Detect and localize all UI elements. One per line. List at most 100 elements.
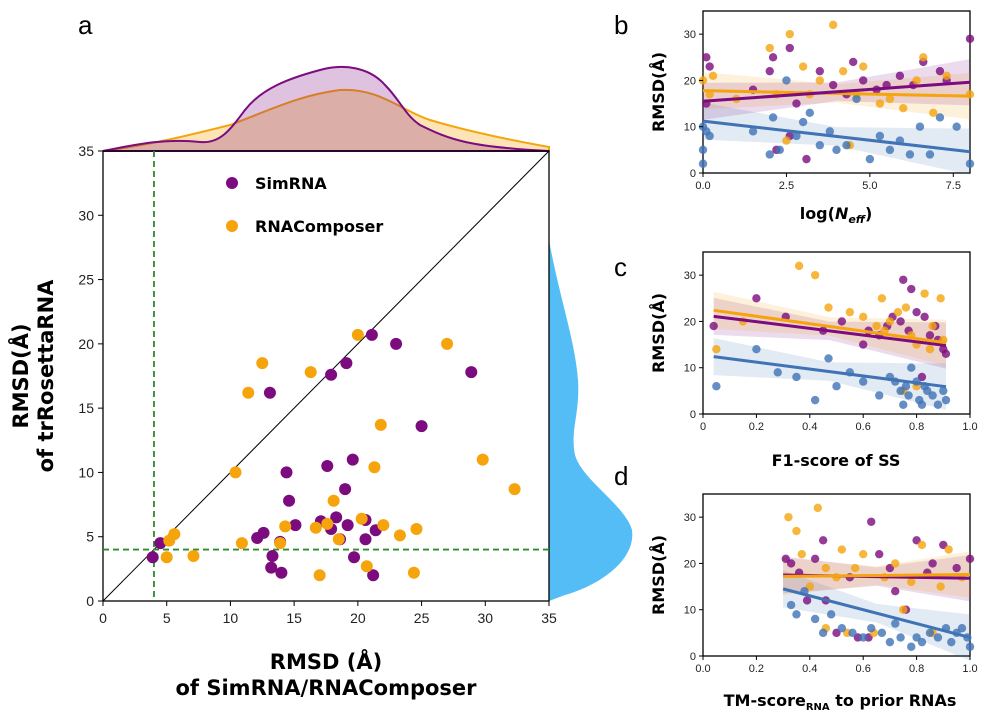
legend-simrna-label: SimRNA — [255, 174, 327, 193]
point-rnacomposer — [891, 559, 900, 568]
point-rnacomposer — [828, 20, 838, 30]
point-simrna — [346, 453, 359, 466]
point-trrosettarna — [935, 113, 945, 122]
point-simrna — [339, 483, 352, 496]
fit-line-simrna — [713, 314, 947, 347]
point-rnacomposer — [936, 294, 945, 303]
x-tick-label: 0 — [99, 610, 107, 626]
right-marginal-density — [549, 240, 633, 601]
point-simrna — [928, 559, 937, 568]
x-tick-label: 30 — [477, 610, 493, 626]
d-xlabel: TM-scoreRNA to prior RNAs — [724, 691, 957, 713]
point-rnacomposer — [242, 386, 255, 399]
x-tick-label: 20 — [350, 610, 366, 626]
point-simrna — [802, 596, 812, 605]
a-ylabel-line2: of trRosettaRNA — [34, 279, 58, 473]
point-rnacomposer — [782, 136, 791, 145]
point-trrosettarna — [952, 122, 961, 131]
point-simrna — [896, 317, 905, 326]
point-simrna — [859, 340, 868, 349]
x-tick-label: 0.6 — [856, 421, 871, 433]
point-rnacomposer — [256, 357, 269, 370]
point-trrosettarna — [933, 400, 943, 409]
point-simrna — [920, 312, 929, 321]
point-trrosettarna — [832, 382, 841, 391]
point-simrna — [935, 66, 945, 76]
c-ylabel: RMSD(Å) — [649, 293, 668, 373]
point-trrosettarna — [901, 382, 911, 391]
b-xlabel: log(Neff) — [800, 204, 873, 226]
point-trrosettarna — [798, 117, 808, 127]
point-trrosettarna — [957, 624, 967, 633]
point-trrosettarna — [810, 395, 820, 405]
point-trrosettarna — [773, 368, 782, 377]
point-trrosettarna — [815, 141, 825, 150]
point-simrna — [792, 99, 801, 108]
point-rnacomposer — [279, 520, 292, 533]
y-tick-label: 10 — [684, 363, 696, 375]
legend-a: SimRNA RNAComposer — [226, 174, 383, 236]
point-rnacomposer — [332, 533, 345, 546]
y-tick-label: 20 — [684, 316, 696, 328]
point-trrosettarna — [925, 628, 935, 638]
point-rnacomposer — [919, 53, 928, 62]
point-rnacomposer — [859, 549, 868, 559]
x-tick-label: 5.0 — [862, 180, 877, 192]
point-simrna — [912, 307, 921, 317]
y-tick-label: 10 — [684, 605, 696, 617]
point-rnacomposer — [877, 294, 887, 303]
point-trrosettarna — [941, 395, 951, 405]
point-rnacomposer — [351, 328, 364, 341]
legend-simrna-marker — [226, 177, 238, 189]
ci-band-simrna — [783, 555, 970, 602]
x-tick-label: 0.4 — [802, 663, 817, 675]
point-trrosettarna — [912, 633, 921, 642]
point-simrna — [340, 357, 353, 370]
point-trrosettarna — [905, 150, 915, 159]
point-trrosettarna — [775, 145, 784, 155]
point-rnacomposer — [327, 494, 340, 507]
point-rnacomposer — [393, 529, 406, 542]
x-tick-label: 0 — [700, 421, 706, 433]
ci-band-trrosettarna — [783, 570, 970, 661]
point-trrosettarna — [818, 628, 828, 638]
x-tick-label: 1.0 — [962, 663, 977, 675]
x-tick-label: 0.2 — [749, 663, 764, 675]
point-rnacomposer — [476, 453, 489, 466]
point-rnacomposer — [313, 569, 326, 582]
point-trrosettarna — [832, 145, 841, 155]
point-rnacomposer — [859, 62, 868, 71]
point-trrosettarna — [899, 400, 908, 409]
point-rnacomposer — [160, 551, 173, 564]
point-trrosettarna — [837, 624, 847, 633]
point-simrna — [330, 511, 343, 524]
point-rnacomposer — [712, 345, 721, 354]
x-tick-label: 0.4 — [802, 421, 817, 433]
point-trrosettarna — [698, 159, 708, 168]
point-trrosettarna — [875, 391, 884, 400]
point-rnacomposer — [187, 550, 200, 562]
point-simrna — [465, 366, 478, 379]
point-rnacomposer — [929, 108, 938, 118]
point-rnacomposer — [824, 303, 833, 312]
y-tick-label: 20 — [78, 336, 94, 352]
point-rnacomposer — [845, 307, 855, 317]
point-rnacomposer — [798, 62, 808, 71]
y-tick-label: 10 — [78, 464, 94, 480]
point-simrna — [321, 460, 334, 472]
point-simrna — [837, 317, 847, 326]
y-tick-label: 20 — [684, 558, 696, 570]
point-trrosettarna — [712, 382, 721, 391]
point-simrna — [367, 569, 380, 582]
point-rnacomposer — [925, 345, 935, 354]
point-trrosettarna — [825, 127, 835, 136]
point-rnacomposer — [899, 605, 908, 614]
c-xlabel: F1-score of SS — [772, 451, 901, 470]
point-rnacomposer — [407, 566, 420, 579]
x-tick-label: 0.0 — [695, 663, 710, 675]
point-simrna — [289, 519, 302, 532]
y-tick-label: 5 — [86, 529, 94, 545]
x-tick-label: 7.5 — [946, 180, 961, 192]
point-rnacomposer — [872, 321, 881, 331]
point-simrna — [786, 559, 796, 568]
